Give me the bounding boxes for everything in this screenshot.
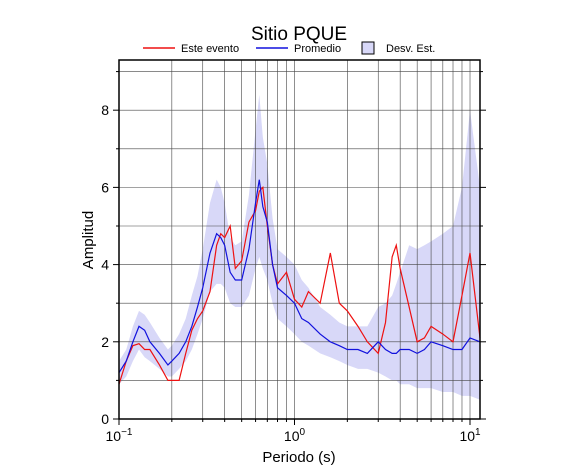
legend-label: Este evento <box>181 43 239 55</box>
y-tick-label: 2 <box>101 334 109 350</box>
y-tick-label: 8 <box>101 102 109 118</box>
x-tick-label: 100 <box>284 427 306 444</box>
x-axis-label: Periodo (s) <box>262 449 335 466</box>
plot-frame <box>118 59 481 420</box>
y-tick-label: 6 <box>101 179 109 195</box>
legend-label: Promedio <box>294 43 341 55</box>
legend-label: Desv. Est. <box>386 43 435 55</box>
tick-base: 10 <box>284 428 300 444</box>
x-tick-label: 101 <box>459 427 481 444</box>
y-tick-label: 0 <box>101 411 109 427</box>
tick-exponent: −1 <box>121 427 133 438</box>
tick-exponent: 1 <box>475 427 481 438</box>
chart-title: Sitio PQUE <box>251 24 347 45</box>
tick-base: 10 <box>106 428 122 444</box>
series-line <box>118 179 481 373</box>
x-tick-label: 10−1 <box>106 427 133 444</box>
legend-swatch <box>361 41 375 55</box>
tick-base: 10 <box>459 428 475 444</box>
tick-exponent: 0 <box>300 427 306 438</box>
y-axis-label: Amplitud <box>80 211 97 269</box>
std-band <box>119 94 480 400</box>
y-tick-label: 4 <box>101 257 109 273</box>
